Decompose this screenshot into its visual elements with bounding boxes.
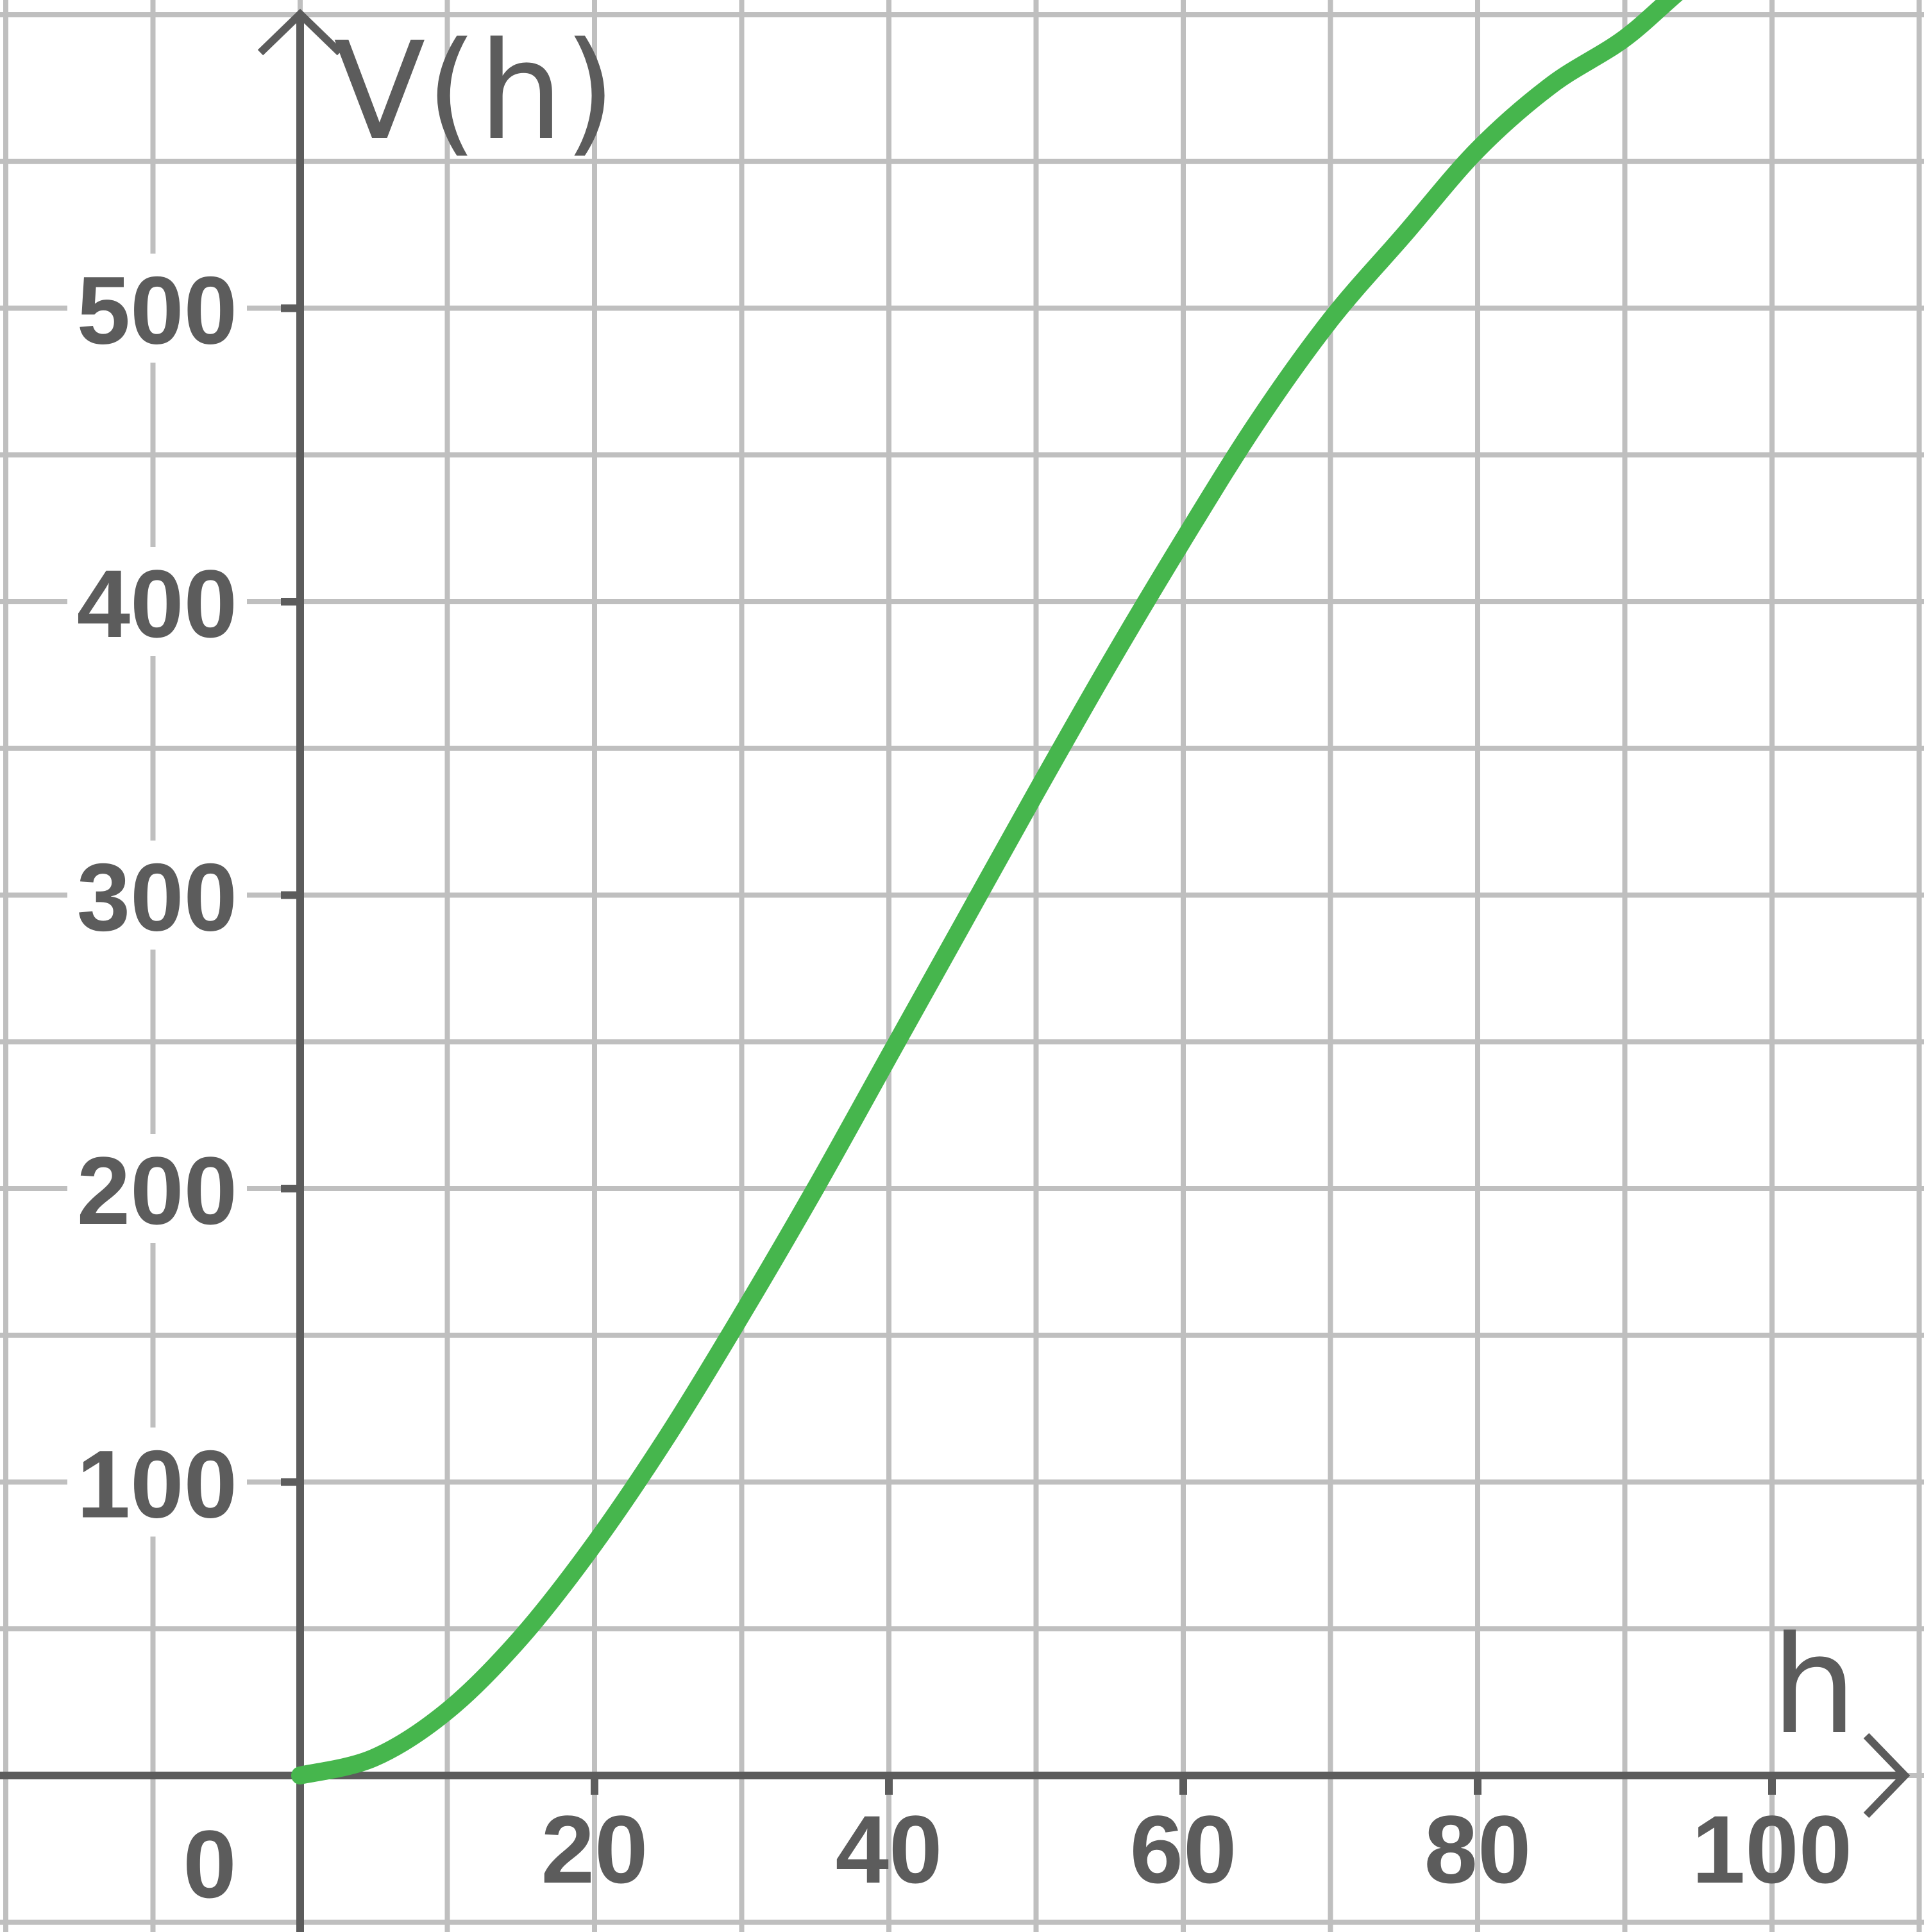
x-axis-title: h xyxy=(1771,1607,1857,1764)
y-tick-label-background xyxy=(67,1134,247,1243)
x-tick-label: 80 xyxy=(1424,1795,1532,1903)
x-tick-label: 100 xyxy=(1692,1795,1852,1903)
y-tick-label-background xyxy=(67,1427,247,1537)
ticks xyxy=(281,304,1776,1795)
tick-labels: 0 20 40 60 80 100 100 200 300 400 500 xyxy=(67,253,1852,1918)
y-tick-label: 300 xyxy=(77,843,237,951)
series-line xyxy=(291,0,1683,1784)
y-tick-label-background xyxy=(67,840,247,950)
y-axis-arrow xyxy=(257,8,343,56)
x-tick-label: 0 xyxy=(183,1810,236,1918)
y-tick-label: 200 xyxy=(77,1137,237,1244)
y-tick-label: 400 xyxy=(77,550,237,657)
y-tick-label: 500 xyxy=(77,257,237,364)
axes xyxy=(0,8,1911,1932)
y-tick-label-background xyxy=(67,253,247,363)
y-axis-title: V(h) xyxy=(333,13,616,170)
y-tick-label-background xyxy=(67,547,247,656)
y-tick-label: 100 xyxy=(77,1430,237,1538)
x-tick-label: 20 xyxy=(541,1795,648,1903)
x-tick-label: 60 xyxy=(1130,1795,1237,1903)
x-axis-arrow xyxy=(1863,1733,1911,1818)
x-tick-label: 40 xyxy=(836,1795,943,1903)
